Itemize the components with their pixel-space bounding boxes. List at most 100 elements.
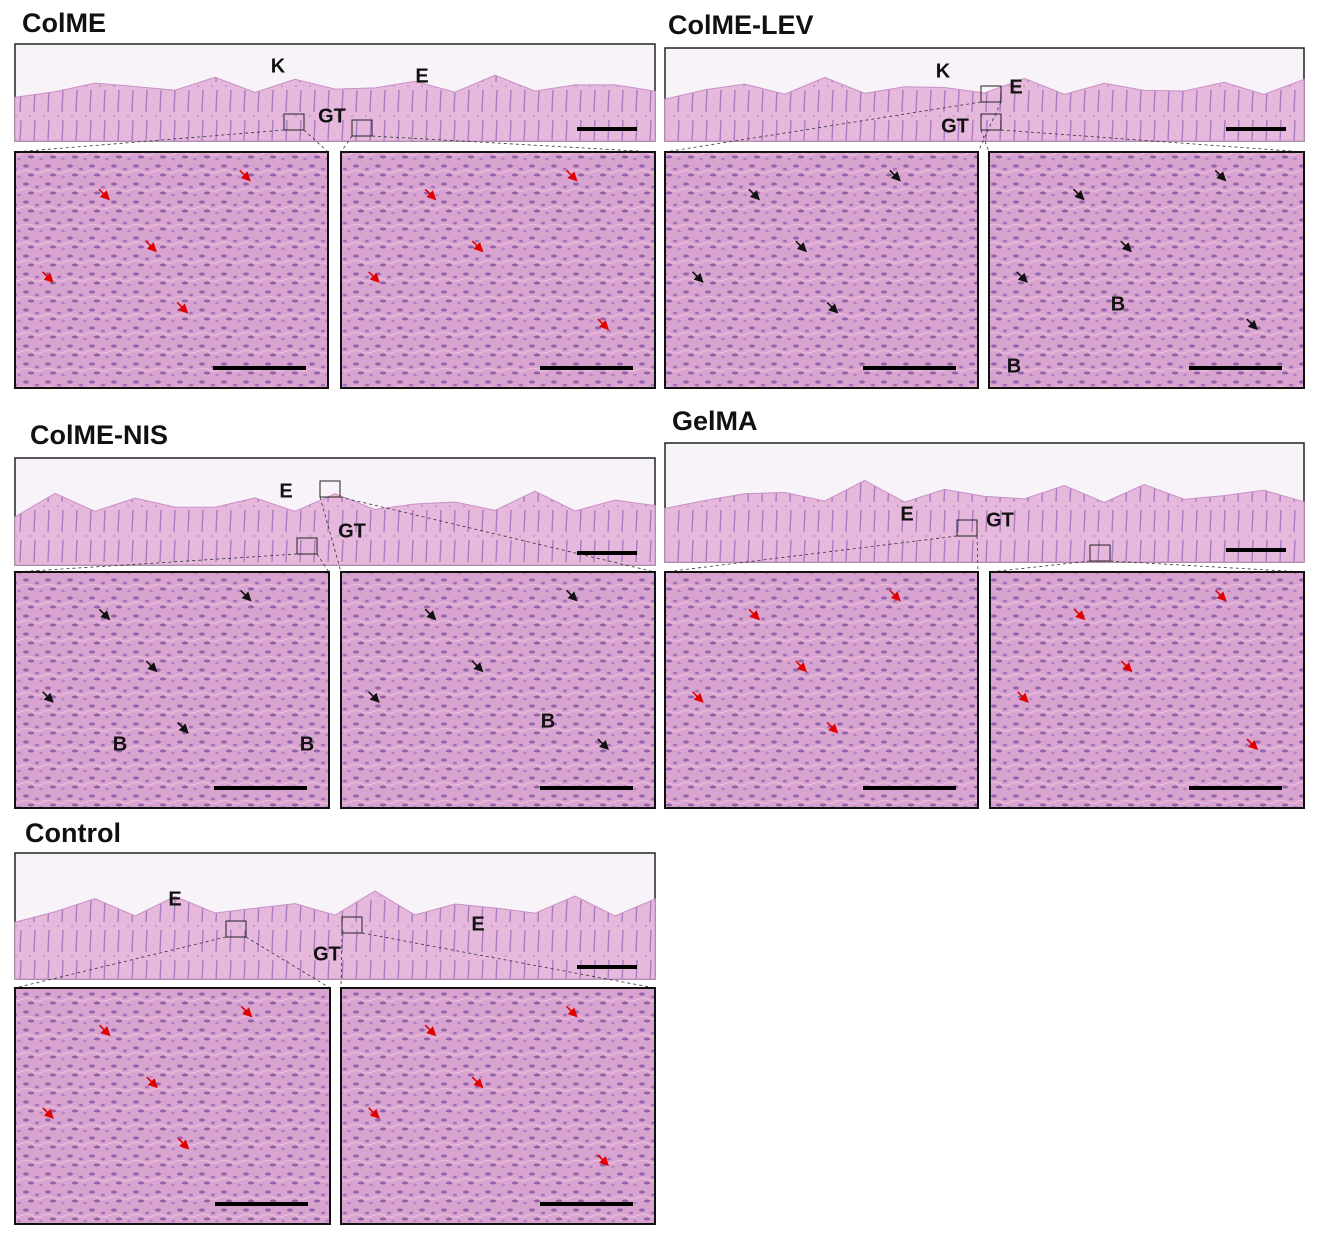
- zoom-guide: [316, 553, 330, 573]
- arrow: [597, 1154, 610, 1167]
- arrow: [889, 589, 901, 602]
- arrow: [565, 589, 578, 602]
- arrow: [240, 1005, 253, 1018]
- arrow: [691, 691, 704, 703]
- tissue-section: [664, 479, 1305, 563]
- arrow: [145, 660, 158, 673]
- arrow: [1246, 318, 1258, 331]
- arrow: [98, 1024, 111, 1037]
- zoom-region: [341, 916, 363, 934]
- region-label: E: [415, 65, 428, 87]
- arrow: [146, 1076, 158, 1089]
- zoom-image: [340, 151, 656, 389]
- panel-title: ColME-LEV: [668, 10, 814, 40]
- zoom-guide: [980, 129, 990, 153]
- zoom-guide: [14, 553, 298, 573]
- zoom-image: [664, 151, 979, 389]
- zoom-region: [980, 113, 1002, 131]
- arrow: [1120, 660, 1133, 673]
- arrow: [368, 691, 380, 703]
- arrow: [176, 301, 189, 314]
- arrow: [748, 608, 761, 621]
- panel-title: GelMA: [672, 406, 758, 436]
- zoom-guide: [989, 560, 1091, 573]
- arrow: [1246, 738, 1259, 751]
- tissue-section: [14, 74, 656, 142]
- arrow: [826, 721, 839, 734]
- arrow: [565, 1005, 578, 1018]
- region-label: E: [1009, 76, 1022, 98]
- zoom-region: [980, 85, 1002, 103]
- arrow: [424, 188, 437, 201]
- zoom-region: [351, 119, 373, 137]
- arrow: [565, 169, 578, 182]
- tissue-section: [14, 490, 656, 566]
- structure-label: B: [1111, 293, 1125, 315]
- zoom-image: [14, 151, 329, 389]
- arrow: [597, 318, 610, 331]
- structure-label: B: [1007, 355, 1021, 377]
- zoom-guide: [361, 932, 656, 989]
- arrow: [368, 1107, 380, 1119]
- arrow: [98, 608, 111, 621]
- region-label: E: [900, 503, 913, 525]
- region-label: GT: [941, 115, 969, 137]
- arrow: [471, 660, 484, 673]
- region-label: E: [471, 913, 484, 935]
- panel-title: Control: [25, 818, 121, 848]
- zoom-region: [225, 920, 247, 938]
- arrow: [795, 660, 807, 673]
- arrow: [145, 240, 157, 253]
- arrow: [177, 721, 189, 734]
- arrow: [1016, 271, 1028, 283]
- zoom-guide: [1109, 560, 1305, 573]
- arrow: [42, 1107, 54, 1119]
- arrow: [239, 589, 252, 602]
- zoom-region: [296, 537, 318, 555]
- arrow: [826, 301, 839, 314]
- arrow: [795, 240, 807, 253]
- arrow: [42, 691, 54, 703]
- arrow: [368, 271, 380, 283]
- zoom-guide: [245, 936, 331, 989]
- region-label: GT: [338, 520, 366, 542]
- zoom-guide: [371, 135, 656, 153]
- region-label: K: [271, 55, 286, 77]
- arrow: [889, 169, 901, 182]
- arrow: [177, 1137, 190, 1150]
- arrow: [1017, 691, 1029, 703]
- arrow: [98, 188, 111, 201]
- zoom-guide: [14, 129, 285, 153]
- region-label: GT: [313, 943, 341, 965]
- zoom-guide: [664, 535, 958, 573]
- structure-label: B: [541, 710, 555, 732]
- zoom-region: [1089, 544, 1111, 562]
- zoom-guide: [14, 936, 227, 989]
- arrow: [597, 738, 610, 751]
- zoom-guide: [976, 535, 979, 573]
- arrow: [1214, 169, 1227, 182]
- region-label: GT: [986, 509, 1014, 531]
- arrow: [1214, 589, 1227, 602]
- arrow: [1120, 240, 1132, 253]
- zoom-image: [340, 987, 656, 1225]
- arrow: [41, 271, 54, 283]
- arrow: [424, 608, 437, 621]
- region-label: E: [279, 480, 292, 502]
- region-label: K: [936, 60, 951, 82]
- zoom-guide: [319, 496, 342, 573]
- zoom-image: [989, 571, 1305, 809]
- arrow: [1072, 188, 1085, 201]
- zoom-region: [319, 480, 341, 498]
- structure-label: B: [113, 733, 127, 755]
- arrow: [471, 240, 484, 253]
- panel-title: ColME: [22, 8, 106, 38]
- region-label: GT: [318, 105, 346, 127]
- arrow: [691, 271, 704, 283]
- structure-label: B: [300, 733, 314, 755]
- arrow: [471, 1076, 484, 1089]
- zoom-image: [988, 151, 1305, 389]
- panel-title: ColME-NIS: [30, 420, 168, 450]
- arrow: [748, 188, 761, 201]
